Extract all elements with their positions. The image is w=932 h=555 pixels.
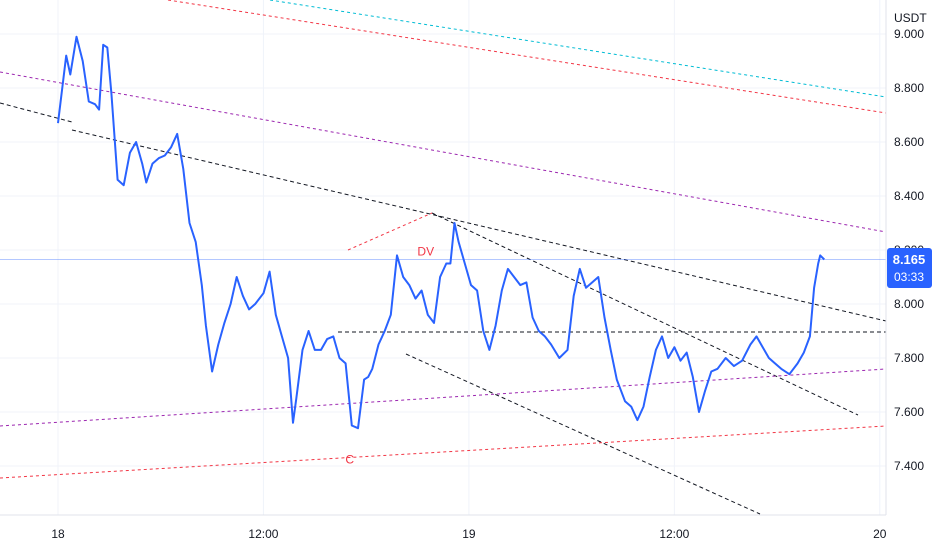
currency-label: USDT	[894, 11, 927, 25]
x-tick-label: 18	[51, 527, 65, 541]
x-tick-label: 12:00	[248, 527, 278, 541]
y-tick-label: 7.400	[894, 459, 924, 473]
countdown-timer: 03:33	[894, 270, 924, 284]
x-tick-label: 12:00	[659, 527, 689, 541]
black-pitchfork-lower	[405, 353, 761, 515]
cyan-channel-upper	[269, 0, 887, 98]
last-price-badge: 8.165 03:33	[887, 248, 932, 288]
annotation-c: C	[345, 452, 354, 466]
y-tick-label: 7.600	[894, 405, 924, 419]
y-tick-label: 8.600	[894, 135, 924, 149]
purple-channel-lower	[0, 368, 887, 427]
black-pitchfork-median	[431, 212, 859, 416]
last-price-badge-bg	[887, 248, 932, 288]
series-layer	[0, 35, 886, 430]
black-trendline-upper-left	[0, 102, 73, 123]
x-tick-label: 20	[873, 527, 887, 541]
y-tick-label: 9.000	[894, 27, 924, 41]
annotation-dv: DV	[417, 244, 434, 258]
red-channel-lower	[0, 425, 887, 479]
purple-channel-upper	[0, 71, 887, 233]
x-tick-label: 19	[462, 527, 476, 541]
last-price-value: 8.165	[893, 252, 926, 267]
y-tick-label: 8.000	[894, 297, 924, 311]
trendline-drawings	[0, 0, 887, 515]
y-tick-label: 8.400	[894, 189, 924, 203]
red-channel-upper	[167, 0, 887, 114]
price-series-line	[57, 35, 826, 430]
vertical-grid	[57, 0, 881, 515]
y-tick-label: 8.800	[894, 81, 924, 95]
annotation-layer: DV C	[345, 244, 434, 466]
horizontal-grid	[0, 33, 886, 467]
black-descending-trendline	[71, 129, 887, 322]
y-tick-label: 7.800	[894, 351, 924, 365]
time-axis-panel	[0, 515, 932, 550]
